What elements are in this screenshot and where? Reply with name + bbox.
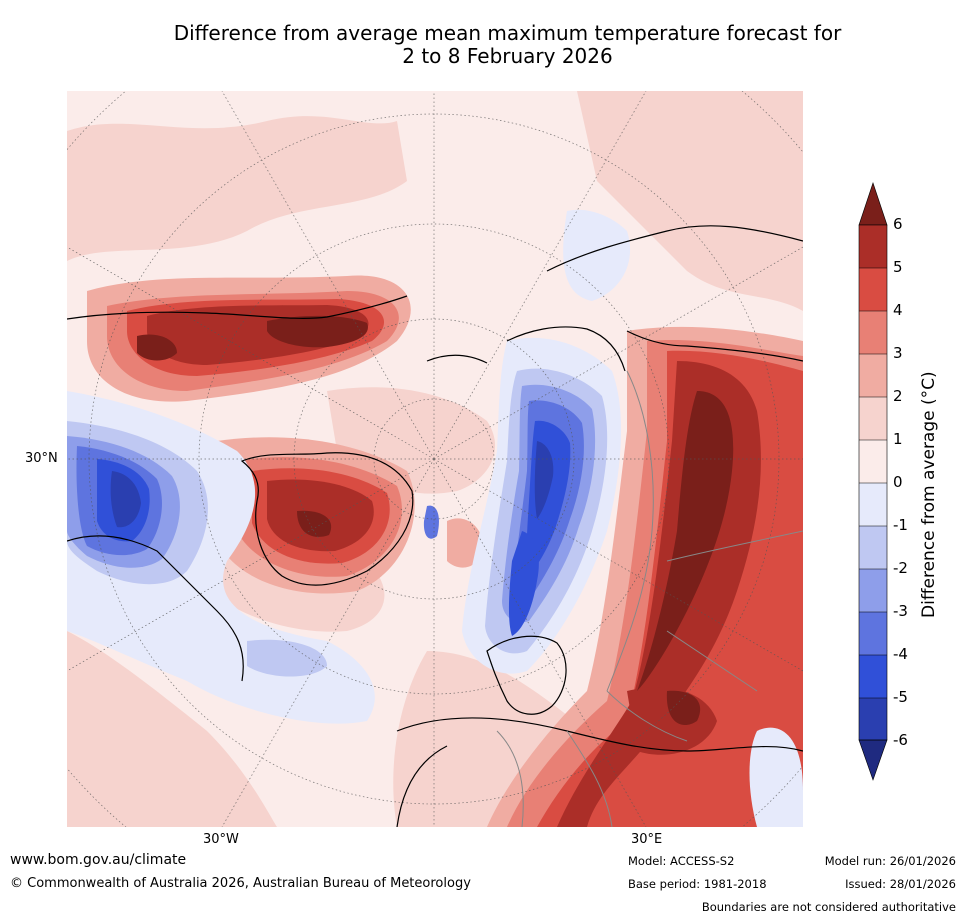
colorbar-tick-minus-1: -1 [893,516,908,534]
colorbar-band-3-4 [859,311,887,354]
colorbar-tick-minus-2: -2 [893,559,908,577]
colorbar-band-m1-0 [859,483,887,526]
model-name: Model: ACCESS-S2 [628,854,735,868]
colorbar-tick-5: 5 [893,258,903,276]
colorbar-band-m5-m4 [859,655,887,698]
model-run-date: Model run: 26/01/2026 [824,854,956,868]
colorbar-band-5-6 [859,225,887,268]
colorbar-title: Difference from average (°C) [919,371,939,618]
colorbar-band-m2-m1 [859,526,887,569]
chart-title: Difference from average mean maximum tem… [60,22,955,68]
colorbar-tick-1: 1 [893,430,903,448]
latitude-label-30n: 30°N [25,451,58,466]
longitude-label-30e: 30°E [631,832,663,847]
colorbar-extension-high [858,182,888,226]
anomaly-above-6-regions [137,315,734,726]
colorbar-band-0-1 [859,440,887,483]
country-boundaries [496,370,803,827]
graticule [67,91,803,827]
copyright-notice: © Commonwealth of Australia 2026, Austra… [10,876,471,891]
anomaly-minus-5-to-minus-6-regions [110,441,554,528]
colorbar-tick-minus-3: -3 [893,602,908,620]
website-link[interactable]: www.bom.gov.au/climate [10,852,187,868]
colorbar-tick-2: 2 [893,387,903,405]
colorbar-tick-0: 0 [893,473,903,491]
colorbar-extension-low [858,739,888,781]
colorbar-band-1-2 [859,397,887,440]
longitude-label-30w: 30°W [203,832,239,847]
colorbar-band-4-5 [859,268,887,311]
coastlines [67,225,803,827]
colorbar-tick-minus-4: -4 [893,645,908,663]
colorbar-tick-4: 4 [893,301,903,319]
base-period: Base period: 1981-2018 [628,877,767,891]
colorbar-band-2-3 [859,354,887,397]
colorbar-band-m3-m2 [859,569,887,612]
colorbar-tick-3: 3 [893,344,903,362]
colorbar-band-m4-m3 [859,612,887,655]
colorbar-tick-minus-6: -6 [893,731,908,749]
issued-date: Issued: 28/01/2026 [845,877,956,891]
temperature-anomaly-map [67,91,803,827]
boundaries-disclaimer: Boundaries are not considered authoritat… [701,900,956,914]
colorbar-band-m6-m5 [859,698,887,740]
title-line-2: 2 to 8 February 2026 [402,44,613,68]
colorbar [858,182,888,781]
colorbar-tick-6: 6 [893,215,903,233]
title-line-1: Difference from average mean maximum tem… [173,21,842,45]
colorbar-tick-minus-5: -5 [893,688,908,706]
